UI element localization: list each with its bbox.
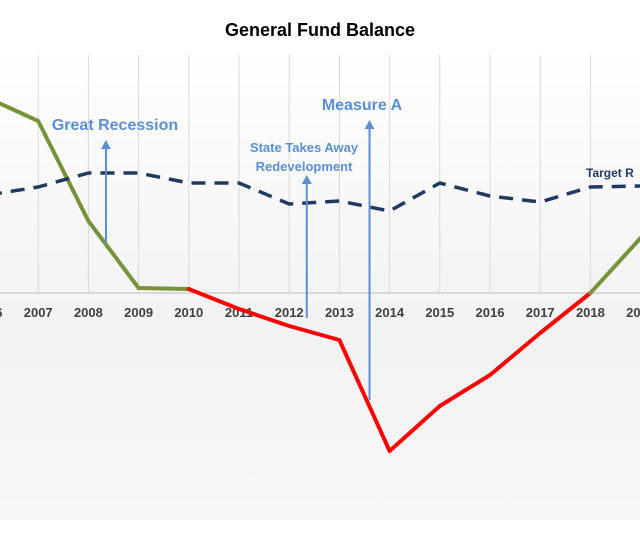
fund-balance-line-segment-1 <box>0 101 191 291</box>
annotation-label: Target R <box>586 166 634 180</box>
annotation-label: Great Recession <box>52 117 178 134</box>
annotation-label: Measure A <box>322 97 403 114</box>
series-lines <box>0 101 640 453</box>
x-tick-label: 2011 <box>225 305 253 320</box>
x-tick-label: 2018 <box>576 305 605 320</box>
x-tick-label: 2006 <box>0 305 2 320</box>
plot-background <box>0 50 640 520</box>
chart-title: General Fund Balance <box>225 20 415 40</box>
annotation-label: Redevelopment <box>256 159 353 174</box>
x-tick-label: 2012 <box>275 305 304 320</box>
x-tick-label: 2017 <box>526 305 555 320</box>
x-tick-label: 2009 <box>124 305 153 320</box>
x-tick-label: 2019 <box>626 305 640 320</box>
x-tick-label: 2015 <box>425 305 454 320</box>
x-tick-labels: 2006 2007 2008 2009 2010 2011 2012 2013 2014 2015… <box>0 305 640 320</box>
annotation-arrow-head <box>364 120 375 129</box>
annotation-label: State Takes Away <box>250 140 359 155</box>
target-line <box>0 171 640 213</box>
annotation-arrow-head <box>301 175 312 184</box>
x-tick-label: 2016 <box>476 305 505 320</box>
x-tick-label: 2010 <box>174 305 203 320</box>
annotations: Great Recession State Takes Away Redevelop… <box>52 97 634 400</box>
fund-balance-line-segment-2 <box>186 287 593 453</box>
x-tick-label: 2014 <box>375 305 405 320</box>
annotation-arrow-head <box>100 140 111 149</box>
x-tick-label: 2013 <box>325 305 354 320</box>
x-tick-label: 2008 <box>74 305 103 320</box>
fund-balance-line-segment-3 <box>588 236 640 295</box>
x-tick-label: 2007 <box>24 305 53 320</box>
